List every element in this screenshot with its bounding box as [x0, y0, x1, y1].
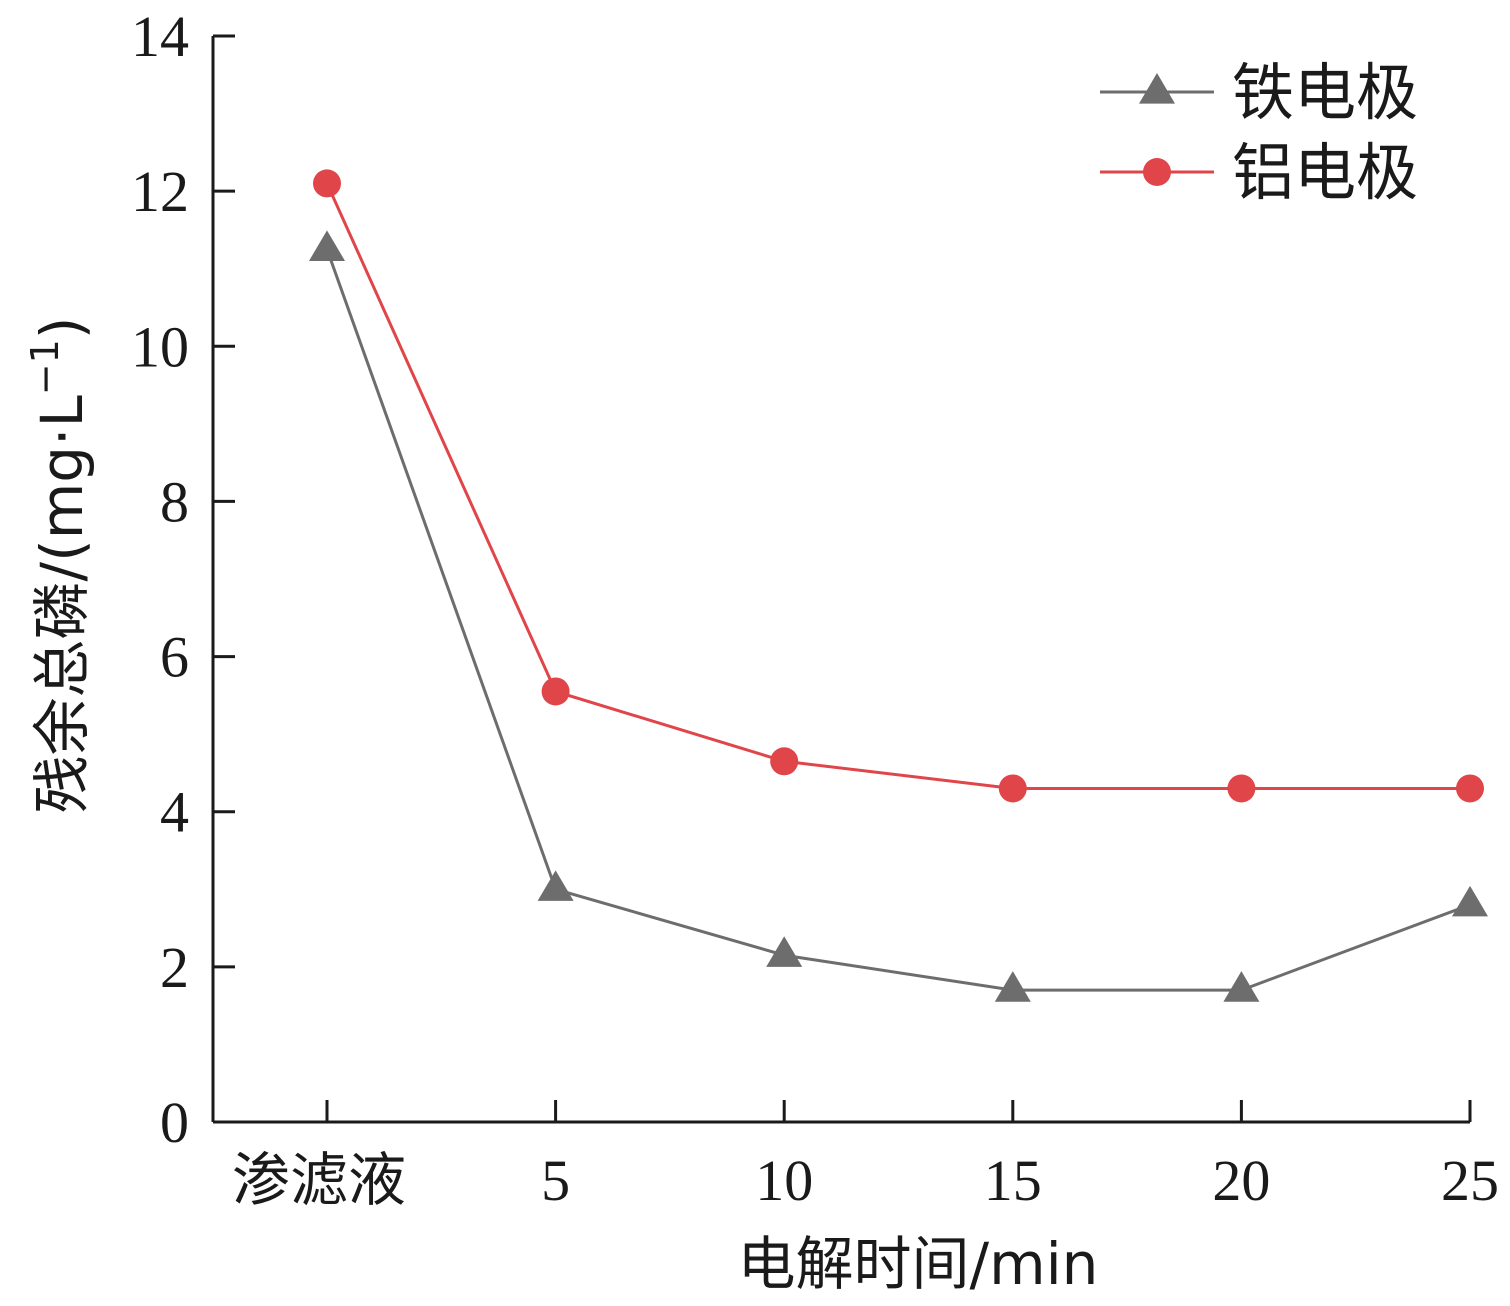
- data-point-circle: [1456, 774, 1484, 803]
- legend-item: 铝电极: [1100, 136, 1418, 209]
- data-point-circle: [313, 169, 341, 198]
- y-tick-label: 2: [160, 935, 189, 1000]
- data-point-circle: [770, 747, 799, 776]
- legend-marker-circle: [1143, 158, 1171, 186]
- x-tick-label: 20: [1212, 1148, 1270, 1213]
- series-iron: [309, 230, 1488, 1002]
- x-axis-title: 电解时间/min: [738, 1230, 1099, 1298]
- y-tick-label: 10: [131, 314, 189, 379]
- data-point-circle: [541, 677, 570, 706]
- series-aluminum: [313, 169, 1484, 803]
- y-axis-title-sup: −1: [23, 339, 67, 395]
- series-line: [325, 182, 1470, 790]
- legend-label: 铁电极: [1232, 56, 1418, 129]
- series-line: [325, 248, 1471, 992]
- y-tick-label: 8: [160, 469, 189, 534]
- axes: [211, 36, 1470, 1124]
- data-point-triangle: [1223, 971, 1260, 1002]
- y-tick-label: 14: [131, 4, 189, 69]
- x-tick-label: 25: [1441, 1148, 1499, 1213]
- data-point-triangle: [994, 971, 1031, 1002]
- y-tick-label: 0: [160, 1090, 189, 1155]
- x-tick-label: 15: [984, 1148, 1042, 1213]
- data-point-triangle: [309, 230, 345, 261]
- x-tick-label: 10: [755, 1148, 813, 1213]
- legend-label: 铝电极: [1232, 136, 1418, 209]
- y-tick-label: 12: [131, 159, 189, 224]
- legend-item: 铁电极: [1100, 56, 1418, 129]
- data-point-triangle: [537, 870, 574, 901]
- x-ticks: 渗滤液 5 10 15 20 25: [232, 1100, 1499, 1213]
- legend-marker-triangle: [1139, 73, 1175, 104]
- y-axis-title: 残余总磷/(mg·L−1): [23, 317, 96, 814]
- series-layer: [309, 169, 1488, 1002]
- data-point-circle: [998, 774, 1027, 803]
- data-point-circle: [1227, 774, 1256, 803]
- y-axis-title-close: ): [28, 317, 96, 340]
- data-point-triangle: [766, 936, 803, 967]
- y-tick-label: 6: [160, 625, 189, 690]
- y-axis-title-main: 残余总磷/(mg·L: [28, 395, 96, 813]
- y-tick-label: 4: [160, 780, 189, 845]
- x-tick-label: 5: [541, 1148, 570, 1213]
- data-point-triangle: [1452, 885, 1488, 917]
- x-tick-label: 渗滤液: [232, 1148, 406, 1213]
- svg-text:残余总磷/(mg·L−1): 残余总磷/(mg·L−1): [23, 317, 96, 814]
- y-ticks: 0 2 4 6 8 10 12 14: [131, 4, 235, 1155]
